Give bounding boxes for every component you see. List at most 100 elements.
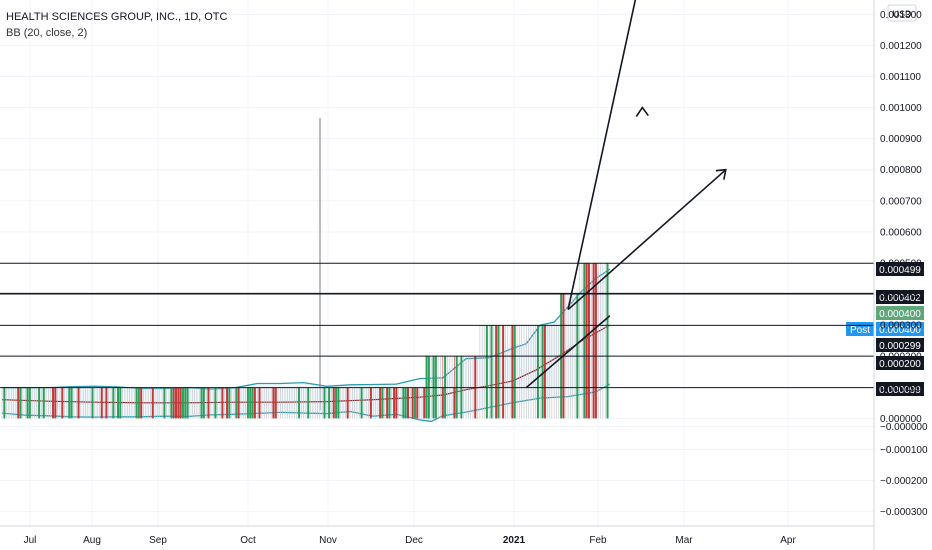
candle-body — [200, 387, 203, 419]
candle-body — [184, 387, 187, 419]
candle-body — [423, 387, 426, 419]
candle-body — [100, 387, 103, 419]
candle-body — [307, 387, 310, 419]
candle-body — [413, 387, 416, 419]
horizontal-levels[interactable]: 0.0004990.0004020.0004000.000400Post0.00… — [0, 262, 924, 396]
candle-body — [606, 263, 609, 419]
candle-body — [251, 387, 254, 419]
candle-body — [402, 387, 405, 419]
candle-body — [135, 387, 138, 419]
candle-body — [541, 325, 544, 419]
price-tick: −0.000300 — [880, 507, 928, 518]
candle-body — [416, 387, 419, 419]
candle-body — [386, 387, 389, 419]
candle-body — [54, 387, 57, 419]
time-tick: Feb — [589, 535, 607, 546]
candle-body — [140, 387, 143, 419]
candle-body — [163, 387, 166, 419]
candle-body — [70, 387, 73, 419]
candle-body — [221, 387, 224, 419]
price-tick: 0.000400 — [880, 290, 922, 301]
indicator-label[interactable]: BB (20, close, 2) — [6, 27, 88, 39]
arrow-line[interactable] — [567, 0, 642, 310]
candle-body — [246, 387, 249, 419]
post-badge: Post — [850, 325, 870, 336]
candle-body — [235, 387, 238, 419]
candle-body — [105, 387, 108, 419]
price-tick: −0.000100 — [880, 445, 928, 456]
level-label: 0.000402 — [879, 293, 921, 304]
candle-body — [151, 387, 154, 419]
candle-body — [388, 387, 391, 419]
time-tick: Apr — [780, 535, 796, 546]
price-tick: 0.000900 — [880, 134, 922, 145]
drawings[interactable] — [525, 0, 727, 389]
candle-body — [453, 387, 456, 419]
candle-body — [91, 387, 94, 419]
candle-body — [175, 387, 177, 419]
candle-body — [226, 387, 229, 419]
candle-body — [258, 387, 261, 419]
candle-body — [253, 387, 256, 419]
candle-body — [181, 387, 184, 419]
level-label-bg — [876, 290, 924, 304]
candle-body — [411, 387, 414, 419]
candle-body — [177, 387, 180, 419]
candle-body — [511, 325, 514, 419]
chart-title: HEALTH SCIENCES GROUP, INC., 1D, OTC — [6, 11, 228, 23]
time-tick: Oct — [240, 535, 256, 546]
candle-body — [536, 325, 539, 419]
level-label-bg — [876, 338, 924, 352]
candle-body — [249, 387, 252, 419]
level-label: 0.000200 — [879, 359, 921, 370]
time-tick: Mar — [675, 535, 693, 546]
candle-body — [323, 387, 326, 419]
candle-body — [42, 387, 45, 419]
candle-body — [137, 387, 140, 419]
price-tick: 0.000700 — [880, 196, 922, 207]
candle-body — [379, 387, 382, 419]
candle-body — [28, 387, 31, 419]
currency-badge-bg — [887, 4, 917, 22]
currency-label: USD — [892, 9, 912, 19]
candle-body — [513, 325, 516, 419]
candle-body — [495, 325, 498, 419]
candle-body — [583, 263, 586, 419]
bollinger-fill — [2, 269, 610, 422]
candle-body — [592, 263, 595, 419]
level-label-bg — [876, 356, 924, 370]
level-label: 0.000400 — [879, 309, 921, 320]
level-label: 0.000099 — [879, 385, 921, 396]
candle-body — [360, 387, 363, 419]
trend-line[interactable] — [525, 315, 611, 389]
arrow-head — [635, 106, 649, 118]
candle-body — [407, 387, 409, 419]
time-tick: Sep — [149, 535, 167, 546]
candle-body — [38, 387, 41, 419]
candle-body — [112, 387, 115, 419]
candle-body — [207, 387, 210, 419]
candle-body — [404, 387, 407, 419]
price-tick: 0.001000 — [880, 103, 922, 114]
candle-body — [274, 387, 277, 419]
candle-body — [172, 387, 175, 419]
candle-body — [490, 325, 493, 419]
time-axis[interactable]: Jul Aug Sep Oct Nov Dec 2021 Feb Mar Apr — [0, 525, 874, 546]
arrow-line[interactable] — [567, 169, 727, 311]
candle-body — [170, 387, 173, 419]
candle-body — [117, 387, 119, 419]
time-tick: Dec — [405, 535, 423, 546]
level-label: 0.000499 — [879, 265, 921, 276]
price-tick: 0.000600 — [880, 227, 922, 238]
price-tick: 0.001300 — [880, 10, 922, 21]
price-tick: 0.001100 — [880, 72, 921, 83]
bollinger-upper — [2, 268, 611, 390]
candle-body — [228, 387, 231, 419]
price-tick: −0.000000 — [880, 422, 928, 433]
candle-body — [594, 263, 597, 419]
time-tick: Jul — [24, 535, 37, 546]
candle-body — [179, 387, 182, 419]
candle-body — [68, 387, 71, 419]
